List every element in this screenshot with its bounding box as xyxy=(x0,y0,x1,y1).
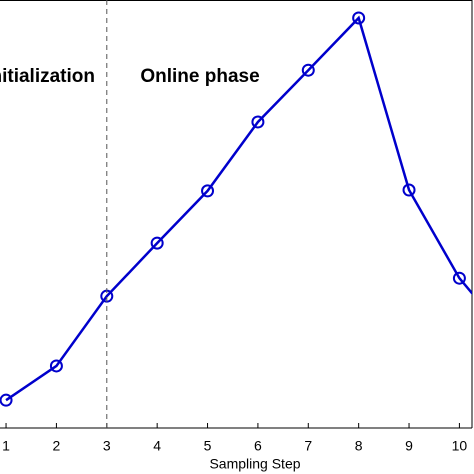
x-tick-label: 6 xyxy=(254,438,262,454)
data-point xyxy=(301,63,315,77)
x-tick-label: 1 xyxy=(2,438,10,454)
x-tick-label: 2 xyxy=(53,438,61,454)
data-point xyxy=(402,183,416,197)
data-point xyxy=(49,359,63,373)
data-point xyxy=(452,271,466,285)
data-point xyxy=(201,184,215,198)
x-tick-label: 7 xyxy=(304,438,312,454)
x-tick-label: 10 xyxy=(452,438,468,454)
series-line xyxy=(5,15,472,402)
data-point xyxy=(352,11,366,25)
x-tick-label: 5 xyxy=(204,438,212,454)
x-axis-title: Sampling Step xyxy=(209,456,300,472)
x-tick-label: 3 xyxy=(103,438,111,454)
x-tick-label: 8 xyxy=(355,438,363,454)
plot-area xyxy=(0,11,472,407)
data-point xyxy=(150,236,164,250)
phase-label: Initialization xyxy=(0,66,95,87)
data-point xyxy=(0,393,13,407)
x-tick-label: 4 xyxy=(153,438,161,454)
x-tick-label: 9 xyxy=(405,438,413,454)
data-point xyxy=(251,115,265,129)
phase-label: Online phase xyxy=(140,66,259,87)
